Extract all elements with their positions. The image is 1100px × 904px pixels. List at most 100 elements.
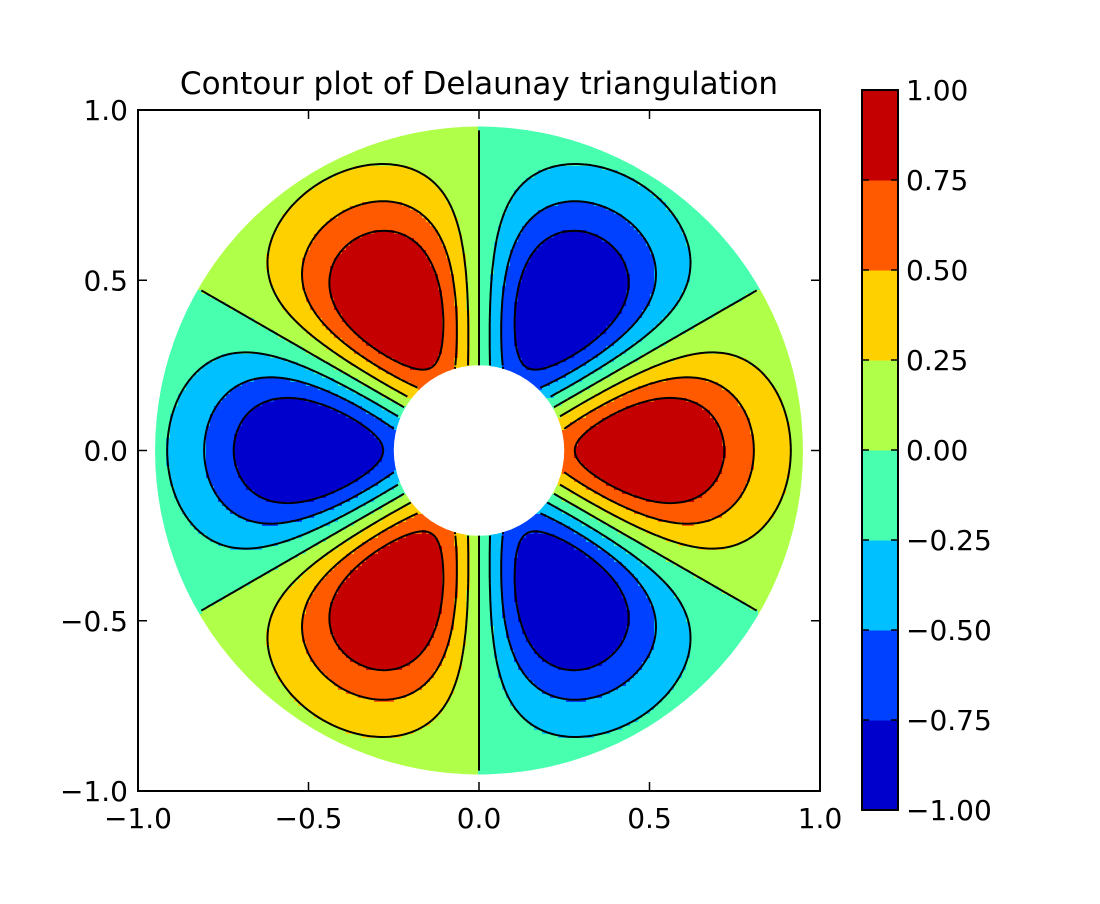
- contour-fill-cell: [478, 758, 599, 763]
- contour-fill-cell: [758, 530, 799, 535]
- contour-fill-cell: [310, 654, 347, 659]
- contour-fill-cell: [530, 722, 631, 727]
- contour-fill-cell: [686, 658, 735, 663]
- contour-fill-cell: [558, 466, 587, 471]
- contour-fill-cell: [382, 418, 403, 423]
- contour-fill-cell: [630, 278, 655, 283]
- contour-fill-cell: [790, 454, 803, 459]
- contour-fill-cell: [646, 238, 687, 243]
- contour-fill-cell: [155, 434, 171, 439]
- contour-fill-cell: [478, 142, 603, 147]
- contour-fill-cell: [454, 614, 467, 619]
- contour-fill-cell: [206, 466, 239, 471]
- contour-fill-cell: [218, 542, 279, 547]
- contour-fill-cell: [430, 678, 459, 683]
- contour-fill-cell: [690, 266, 755, 271]
- contour-fill-cell: [622, 334, 647, 339]
- contour-fill-cell: [506, 266, 527, 271]
- contour-fill-cell: [526, 222, 631, 227]
- contour-fill-cell: [790, 462, 803, 467]
- contour-fill-cell: [390, 542, 439, 547]
- contour-fill-cell: [506, 690, 543, 695]
- contour-fill-cell: [466, 638, 479, 643]
- contour-fill-cell: [578, 506, 599, 511]
- contour-fill-cell: [618, 686, 675, 691]
- contour-fill-cell: [522, 278, 631, 283]
- contour-fill-cell: [498, 670, 523, 675]
- contour-fill-cell: [490, 566, 503, 571]
- contour-fill-cell: [466, 598, 479, 603]
- contour-fill-cell: [466, 298, 479, 303]
- contour-fill-cell: [594, 542, 615, 547]
- contour-fill-cell: [642, 666, 687, 671]
- contour-fill-cell: [654, 622, 691, 627]
- contour-fill-cell: [650, 566, 683, 571]
- contour-fill-cell: [750, 418, 787, 423]
- contour-fill-cell: [458, 554, 471, 559]
- contour-fill-cell: [610, 690, 671, 695]
- contour-fill-cell: [286, 338, 319, 343]
- contour-fill-cell: [394, 374, 455, 379]
- contour-fill-cell: [714, 418, 751, 423]
- contour-fill-cell: [602, 418, 715, 423]
- contour-fill-cell: [518, 238, 547, 243]
- contour-fill-cell: [578, 494, 603, 499]
- contour-fill-cell: [478, 750, 619, 755]
- contour-fill-cell: [226, 594, 283, 599]
- contour-fill-cell: [410, 662, 443, 667]
- contour-fill-cell: [358, 478, 383, 483]
- contour-fill-cell: [478, 554, 491, 559]
- contour-fill-cell: [470, 574, 479, 579]
- contour-fill-cell: [155, 378, 191, 383]
- contour-fill-cell: [378, 438, 403, 443]
- contour-fill-cell: [642, 234, 687, 239]
- contour-fill-cell: [282, 594, 311, 599]
- contour-fill-cell: [502, 602, 519, 607]
- contour-fill-cell: [494, 262, 511, 267]
- contour-fill-cell: [274, 290, 307, 295]
- contour-fill-cell: [490, 546, 503, 551]
- contour-fill-cell: [314, 562, 339, 567]
- x-tick-label: 1.0: [798, 802, 843, 835]
- contour-fill-cell: [254, 206, 291, 211]
- contour-fill-cell: [438, 358, 455, 363]
- contour-fill-cell: [434, 270, 451, 275]
- contour-fill-cell: [170, 334, 279, 339]
- contour-fill-cell: [626, 270, 655, 275]
- contour-fill-cell: [758, 610, 767, 615]
- contour-fill-cell: [574, 530, 599, 535]
- contour-fill-cell: [746, 602, 775, 607]
- contour-fill-cell: [550, 486, 567, 491]
- contour-fill-cell: [614, 398, 655, 403]
- contour-fill-cell: [334, 566, 359, 571]
- contour-fill-cell: [446, 646, 463, 651]
- contour-fill-cell: [270, 242, 311, 247]
- contour-fill-cell: [402, 734, 479, 739]
- contour-fill-cell: [562, 510, 587, 515]
- contour-fill-cell: [718, 422, 751, 427]
- contour-fill-cell: [450, 642, 467, 647]
- contour-fill-cell: [754, 454, 791, 459]
- contour-fill-cell: [694, 498, 739, 503]
- contour-fill-cell: [558, 506, 579, 511]
- contour-fill-cell: [502, 310, 515, 315]
- contour-fill-cell: [442, 602, 455, 607]
- contour-fill-cell: [790, 422, 803, 427]
- contour-fill-cell: [382, 446, 403, 451]
- contour-fill-cell: [454, 686, 479, 691]
- contour-fill-cell: [162, 546, 231, 551]
- contour-fill-cell: [346, 322, 443, 327]
- contour-fill-cell: [738, 402, 783, 407]
- contour-fill-cell: [570, 422, 599, 427]
- contour-fill-cell: [590, 342, 615, 347]
- contour-fill-cell: [566, 426, 591, 431]
- contour-fill-cell: [478, 602, 491, 607]
- contour-fill-cell: [362, 338, 443, 343]
- contour-fill-cell: [270, 646, 307, 651]
- contour-fill-cell: [155, 430, 171, 435]
- contour-fill-cell: [374, 434, 403, 439]
- contour-fill-cell: [338, 214, 423, 219]
- contour-fill-cell: [470, 586, 479, 591]
- contour-fill-cell: [574, 382, 595, 387]
- contour-fill-cell: [570, 526, 591, 531]
